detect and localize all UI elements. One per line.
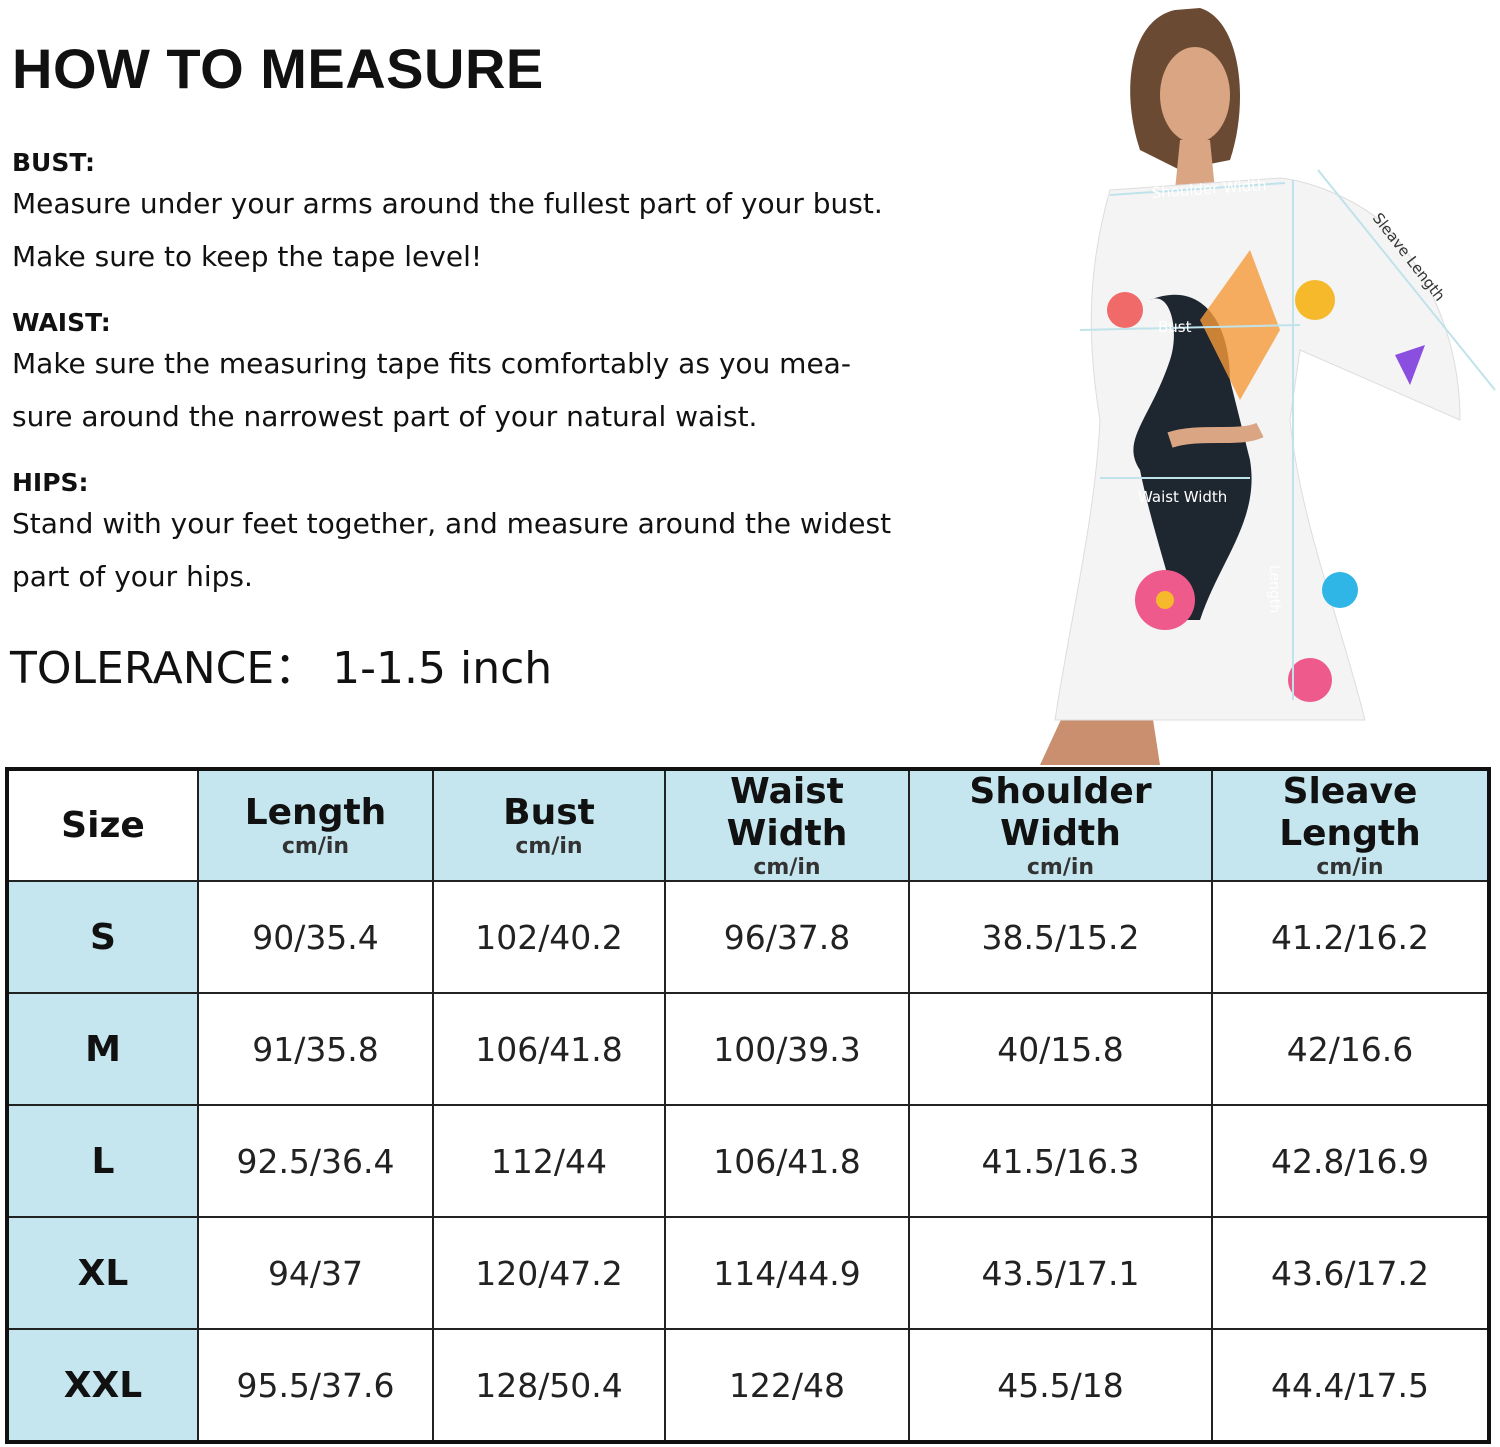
cell-shoulder-width: 40/15.8 xyxy=(908,992,1213,1106)
cell-sleeve-length: 44.4/17.5 xyxy=(1211,1328,1490,1443)
hips-label: HIPS: xyxy=(12,468,89,497)
table-row: XXL 95.5/37.6 128/50.4 122/48 45.5/18 44.4/17… xyxy=(6,1328,1490,1443)
cell-waist-width: 122/48 xyxy=(664,1328,910,1443)
header-size: Size xyxy=(6,768,199,882)
waist-label: WAIST: xyxy=(12,308,111,337)
tolerance: TOLERANCE： 1-1.5 inch xyxy=(10,643,553,694)
size-chart-table: Size Length cm/in Bust cm/in Waist Width cm… xyxy=(5,767,1491,1444)
bust-figure-label: Bust xyxy=(1158,318,1192,336)
cell-shoulder-width: 43.5/17.1 xyxy=(908,1216,1213,1330)
hips-text-1: Stand with your feet together, and measu… xyxy=(12,507,892,540)
waist-instructions: WAIST: Make sure the measuring tape fits… xyxy=(12,308,932,443)
cell-waist-width: 96/37.8 xyxy=(664,880,910,994)
cell-waist-width: 106/41.8 xyxy=(664,1104,910,1218)
cell-bust: 128/50.4 xyxy=(432,1328,666,1443)
cell-length: 94/37 xyxy=(197,1216,434,1330)
cell-sleeve-length: 42.8/16.9 xyxy=(1211,1104,1490,1218)
cell-shoulder-width: 38.5/15.2 xyxy=(908,880,1213,994)
cell-length: 92.5/36.4 xyxy=(197,1104,434,1218)
header-length: Length cm/in xyxy=(197,768,434,882)
cell-sleeve-length: 43.6/17.2 xyxy=(1211,1216,1490,1330)
length-figure-label: Length xyxy=(1266,565,1282,613)
header-bust: Bust cm/in xyxy=(432,768,666,882)
waist-text-1: Make sure the measuring tape fits comfor… xyxy=(12,347,851,380)
table-row: S 90/35.4 102/40.2 96/37.8 38.5/15.2 41.2/16.… xyxy=(6,880,1490,994)
header-sleeve-length: Sleave Length cm/in xyxy=(1211,768,1490,882)
page-title: HOW TO MEASURE xyxy=(12,37,544,100)
cell-sleeve-length: 42/16.6 xyxy=(1211,992,1490,1106)
cell-length: 90/35.4 xyxy=(197,880,434,994)
bust-text-2: Make sure to keep the tape level! xyxy=(12,240,483,273)
cell-shoulder-width: 41.5/16.3 xyxy=(908,1104,1213,1218)
bust-label: BUST: xyxy=(12,148,96,177)
table-row: XL 94/37 120/47.2 114/44.9 43.5/17.1 43.6/17.… xyxy=(6,1216,1490,1330)
cell-bust: 102/40.2 xyxy=(432,880,666,994)
header-shoulder-width: Shoulder Width cm/in xyxy=(908,768,1213,882)
cell-length: 91/35.8 xyxy=(197,992,434,1106)
model-dress-figure: Shoulder Width Sleave Length Bust Waist … xyxy=(1040,8,1496,765)
bust-instructions: BUST: Measure under your arms around the… xyxy=(12,148,932,283)
cell-bust: 112/44 xyxy=(432,1104,666,1218)
cell-size: XXL xyxy=(6,1328,199,1443)
table-row: M 91/35.8 106/41.8 100/39.3 40/15.8 42/16.6 xyxy=(6,992,1490,1106)
cell-size: XL xyxy=(6,1216,199,1330)
cell-bust: 120/47.2 xyxy=(432,1216,666,1330)
cell-size: M xyxy=(6,992,199,1106)
bust-text-1: Measure under your arms around the fulle… xyxy=(12,187,883,220)
header-waist-width: Waist Width cm/in xyxy=(664,768,910,882)
cell-length: 95.5/37.6 xyxy=(197,1328,434,1443)
waist-figure-label: Waist Width xyxy=(1138,488,1227,506)
cell-size: L xyxy=(6,1104,199,1218)
table-row: L 92.5/36.4 112/44 106/41.8 41.5/16.3 42.8/16… xyxy=(6,1104,1490,1218)
waist-text-2: sure around the narrowest part of your n… xyxy=(12,400,758,433)
cell-waist-width: 114/44.9 xyxy=(664,1216,910,1330)
hips-text-2: part of your hips. xyxy=(12,560,253,593)
cell-size: S xyxy=(6,880,199,994)
cell-shoulder-width: 45.5/18 xyxy=(908,1328,1213,1443)
cell-sleeve-length: 41.2/16.2 xyxy=(1211,880,1490,994)
cell-waist-width: 100/39.3 xyxy=(664,992,910,1106)
hips-instructions: HIPS: Stand with your feet together, and… xyxy=(12,468,932,603)
table-header-row: Size Length cm/in Bust cm/in Waist Width cm… xyxy=(6,768,1490,882)
cell-bust: 106/41.8 xyxy=(432,992,666,1106)
